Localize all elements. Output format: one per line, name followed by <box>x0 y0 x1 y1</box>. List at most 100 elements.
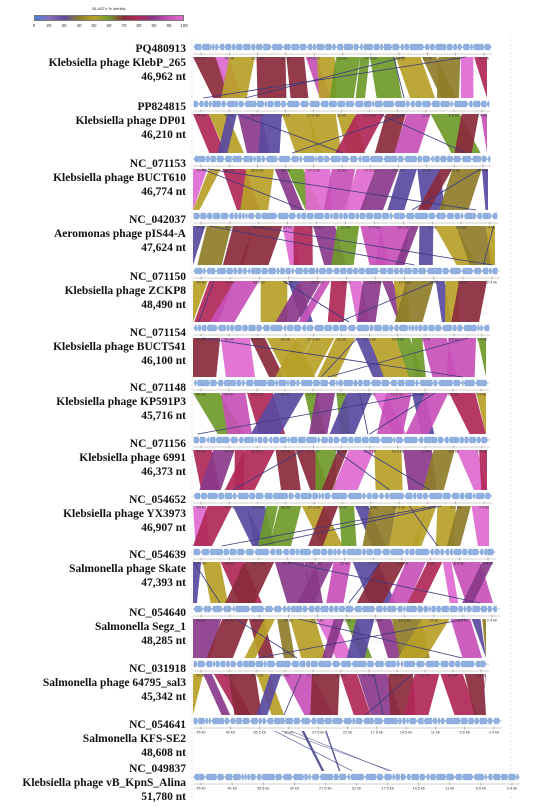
gene-arrow <box>242 324 249 332</box>
synteny-band <box>193 114 226 153</box>
scale-tick-label: 27.5 kb <box>307 674 319 678</box>
gene-arrow <box>442 324 445 332</box>
gene-arrow <box>370 324 375 332</box>
gene-arrow <box>312 492 319 500</box>
scale-tick-label: 14.5 kb <box>412 787 424 791</box>
synteny-line <box>320 337 358 378</box>
gene-arrow <box>347 324 351 332</box>
gene-arrow <box>431 100 440 108</box>
gene-arrow <box>280 267 286 275</box>
gene-arrow <box>313 212 317 220</box>
scale-tick-label: 6.5 kb <box>458 281 468 285</box>
scale-tick-label: 6.5 kb <box>448 393 458 397</box>
genome-name: Salmonella phage Skate <box>69 563 186 575</box>
gene-arrow <box>441 605 450 613</box>
gene-arrow <box>306 324 310 332</box>
gene-arrow <box>500 773 505 781</box>
gene-arrow <box>322 43 326 51</box>
synteny-line <box>221 505 436 547</box>
gene-arrow <box>205 717 209 725</box>
gene-arrow <box>231 379 237 387</box>
gene-arrow <box>290 605 296 613</box>
gene-arrow <box>256 324 263 332</box>
scale-tick-label: 30 kb <box>280 393 289 397</box>
scale-tick-label: 11 kb <box>421 450 430 454</box>
gene-arrow <box>396 436 404 444</box>
synteny-line <box>328 337 469 378</box>
scale-tick-label: 6.5 kb <box>450 169 460 173</box>
gene-arrow <box>426 267 435 275</box>
synteny-band <box>317 338 356 377</box>
genome-label: NC_054652 Klebsiella phage YX3973 46,907 n… <box>0 493 186 535</box>
gene-arrow <box>465 773 474 781</box>
gene-arrow <box>423 436 432 444</box>
gene-arrow <box>364 773 369 781</box>
synteny-band <box>193 169 221 210</box>
scale-tick-label: 35.5 kb <box>251 57 263 61</box>
synteny-band <box>308 393 336 434</box>
gene-arrow <box>205 773 212 781</box>
gene-arrow <box>332 660 336 668</box>
gene-arrow <box>453 324 458 332</box>
gene-arrow <box>430 155 434 163</box>
synteny-band <box>394 281 435 322</box>
gene-arrow <box>321 548 328 556</box>
gene-arrow <box>348 212 356 220</box>
genome-label: NC_042037 Aeromonas phage pIS44-A 47,624 n… <box>0 213 186 255</box>
gene-arrow <box>354 605 362 613</box>
synteny-band <box>221 57 255 98</box>
synteny-line <box>348 561 381 604</box>
gene-arrow <box>197 324 201 332</box>
gene-arrow <box>403 43 409 51</box>
gene-arrow <box>361 436 369 444</box>
gene-arrow <box>455 212 461 220</box>
gene-arrow <box>391 605 397 613</box>
synteny-line <box>258 618 466 659</box>
scale-tick-label: 17.5 kb <box>363 338 375 342</box>
gene-arrow <box>325 436 329 444</box>
gene-arrow <box>378 492 382 500</box>
gene-arrow <box>368 436 375 444</box>
gene-arrow <box>464 492 473 500</box>
synteny-line <box>207 168 477 211</box>
gene-arrow <box>398 155 405 163</box>
gene-arrow <box>414 212 421 220</box>
synteny-band <box>439 169 482 210</box>
gene-arrow <box>369 717 375 725</box>
gene-arrow <box>420 212 429 220</box>
scale-tick-label: 22 kb <box>341 226 350 230</box>
gene-arrow <box>223 379 231 387</box>
gene-arrow <box>487 605 493 613</box>
gene-arrow <box>414 548 422 556</box>
gene-arrow <box>285 773 293 781</box>
gene-arrow <box>375 492 379 500</box>
gene-arrow <box>435 212 441 220</box>
synteny-band <box>368 338 411 377</box>
gene-arrow <box>314 324 319 332</box>
genome-length: 46,962 nt <box>141 71 186 83</box>
gene-arrow <box>480 324 484 332</box>
gene-arrow <box>303 155 309 163</box>
gene-arrow <box>258 717 263 725</box>
synteny-band <box>209 281 260 322</box>
gene-arrow <box>315 155 318 163</box>
synteny-band <box>362 506 397 546</box>
gene-arrow <box>493 717 497 725</box>
gene-arrow <box>272 492 281 500</box>
gene-arrow <box>451 492 459 500</box>
gene-arrow <box>280 717 286 725</box>
gene-arrow <box>361 155 370 163</box>
gene-arrow <box>318 267 321 275</box>
gene-arrow <box>214 492 219 500</box>
gene-arrow <box>461 773 465 781</box>
gene-arrow <box>346 717 353 725</box>
gene-arrow <box>478 773 485 781</box>
gene-arrow <box>394 100 399 108</box>
gene-arrow <box>358 660 368 668</box>
genome-length: 46,100 nt <box>141 355 186 367</box>
gene-arrow <box>261 267 269 275</box>
gene-arrow <box>364 267 371 275</box>
gene-arrow <box>449 548 453 556</box>
scale-tick-label: 30 kb <box>280 674 289 678</box>
synteny-band <box>193 562 202 603</box>
